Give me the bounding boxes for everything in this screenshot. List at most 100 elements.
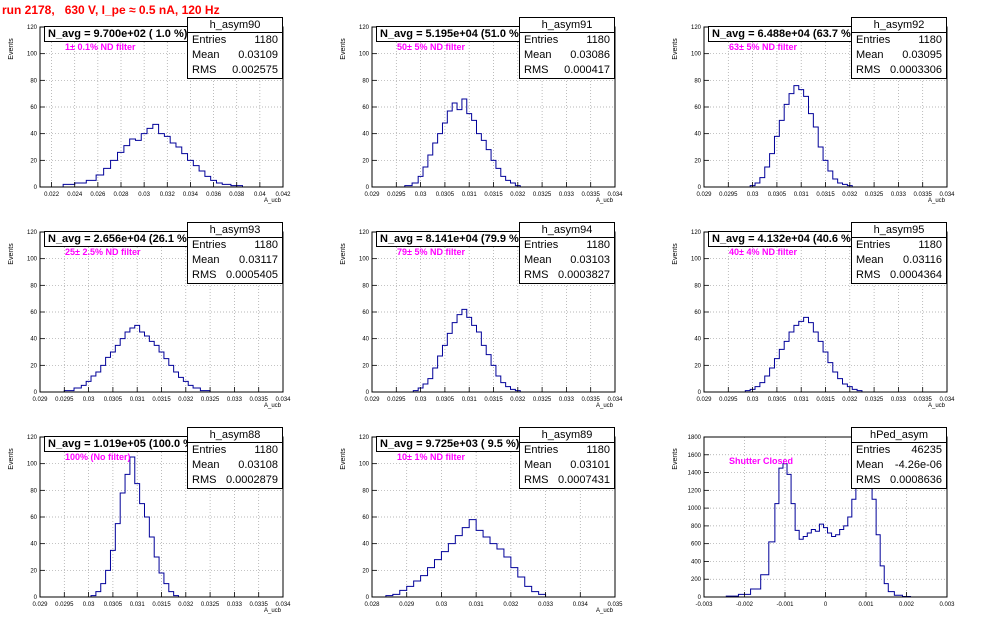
x-tick-label: 0.033 (891, 397, 907, 403)
y-tick-label: 20 (362, 363, 369, 369)
stats-key: Mean (856, 458, 884, 473)
x-tick-label: 0.033 (559, 192, 575, 198)
stats-value: 1180 (918, 33, 942, 48)
y-tick-label: 80 (694, 283, 701, 289)
stats-key: Entries (192, 443, 226, 458)
stats-key: Mean (524, 48, 552, 63)
filter-label: 100% (No filter) (65, 452, 131, 462)
x-tick-label: 0.032 (510, 397, 526, 403)
y-tick-label: 60 (30, 105, 37, 111)
filter-label: 63± 5% ND filter (729, 42, 797, 52)
x-tick-label: 0.0295 (719, 192, 738, 198)
y-tick-label: 120 (691, 25, 702, 31)
stats-value: 0.03117 (239, 253, 278, 268)
stats-value: 1180 (586, 33, 610, 48)
x-tick-label: 0.029 (364, 397, 380, 403)
y-tick-label: 0 (366, 185, 370, 191)
stats-value: 1180 (586, 238, 610, 253)
x-tick-label: 0.0315 (484, 192, 503, 198)
stats-key: Mean (192, 458, 220, 473)
y-tick-label: 0 (34, 185, 38, 191)
stats-value: 0.03103 (570, 253, 610, 268)
stats-key: Mean (192, 48, 220, 63)
x-tick-label: 0.026 (90, 192, 106, 198)
stats-key: Entries (524, 238, 558, 253)
y-tick-label: 60 (694, 310, 701, 316)
stats-row-mean: Mean-4.26e-06 (852, 458, 946, 473)
stats-value: 0.0005405 (226, 268, 278, 283)
stats-row-entries: Entries 1180 (520, 238, 614, 253)
x-tick-label: 0.033 (538, 602, 554, 608)
x-tick-label: 0.032 (178, 602, 194, 608)
stats-value: 0.0007431 (558, 473, 610, 488)
y-tick-label: 80 (362, 78, 369, 84)
navg-label: N_avg = 1.019e+05 (100.0 %) (44, 436, 201, 452)
x-tick-label: -0.002 (736, 602, 754, 608)
y-axis-title: Events (672, 38, 679, 60)
y-tick-label: 100 (27, 257, 38, 263)
x-tick-label: 0.029 (364, 192, 380, 198)
y-tick-label: 20 (362, 158, 369, 164)
x-tick-label: 0.0315 (152, 397, 171, 403)
histogram-series (413, 309, 520, 392)
x-tick-label: 0.038 (229, 192, 245, 198)
y-tick-label: 120 (359, 25, 370, 31)
x-tick-label: 0.033 (559, 397, 575, 403)
stats-key: RMS (192, 63, 216, 78)
y-tick-label: 60 (30, 310, 37, 316)
y-tick-label: 600 (691, 542, 702, 548)
x-tick-label: 0.0295 (387, 192, 406, 198)
x-tick-label: 0.0305 (104, 602, 123, 608)
y-tick-label: 40 (694, 337, 701, 343)
y-tick-label: 1000 (688, 506, 702, 512)
x-tick-label: 0.0305 (768, 192, 787, 198)
stats-value: 0.03095 (902, 48, 942, 63)
y-tick-label: 0 (366, 390, 370, 396)
y-tick-label: 400 (691, 559, 702, 565)
x-tick-label: 0.03 (415, 192, 427, 198)
stats-key: Entries (192, 238, 226, 253)
x-tick-label: 0.03 (415, 397, 427, 403)
y-tick-label: 120 (27, 435, 38, 441)
y-axis-title: Events (672, 448, 679, 470)
x-axis-title: A_ucb (928, 403, 946, 409)
y-tick-label: 0 (34, 390, 38, 396)
x-tick-label: 0.03 (747, 192, 759, 198)
y-tick-label: 40 (30, 542, 37, 548)
histogram-series (386, 520, 546, 597)
x-tick-label: 0.032 (842, 397, 858, 403)
stats-title: h_asym91 (520, 18, 614, 33)
x-tick-label: 0.032 (510, 192, 526, 198)
x-tick-label: 0.002 (899, 602, 915, 608)
x-tick-label: 0.029 (696, 397, 712, 403)
y-tick-label: 20 (694, 363, 701, 369)
stats-title: h_asym90 (188, 18, 282, 33)
x-tick-label: 0.031 (462, 397, 478, 403)
navg-label: N_avg = 6.488e+04 (63.7 %) (708, 26, 858, 42)
x-tick-label: 0.032 (503, 602, 519, 608)
stats-key: RMS (192, 473, 216, 488)
x-tick-label: -0.001 (776, 602, 794, 608)
stats-key: Mean (192, 253, 220, 268)
stats-key: Entries (856, 238, 890, 253)
stats-value: 0.0003827 (558, 268, 610, 283)
y-tick-label: 40 (362, 337, 369, 343)
x-tick-label: 0.0325 (533, 192, 552, 198)
stats-key: Mean (524, 253, 552, 268)
y-tick-label: 60 (30, 515, 37, 521)
